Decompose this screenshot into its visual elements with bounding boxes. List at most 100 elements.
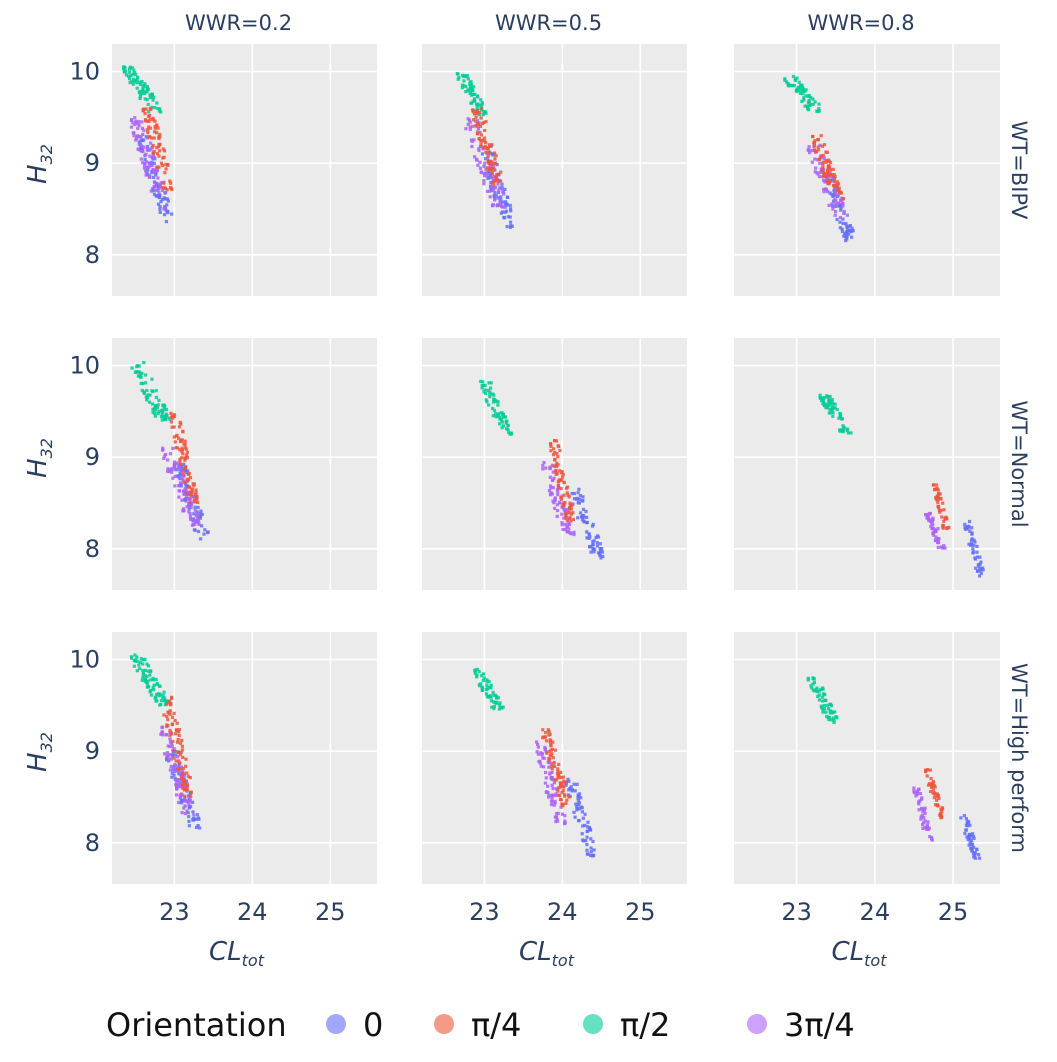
y-tick-label: 9 xyxy=(85,443,100,471)
data-point-o0 xyxy=(977,853,981,857)
data-point-o2 xyxy=(808,102,812,106)
data-point-o1 xyxy=(162,149,167,153)
data-point-o1 xyxy=(819,154,823,158)
data-point-o2 xyxy=(487,388,491,392)
data-point-o3 xyxy=(168,744,172,749)
data-point-o0 xyxy=(579,796,583,800)
data-point-o2 xyxy=(155,101,159,105)
data-point-o0 xyxy=(971,835,976,839)
data-point-o1 xyxy=(176,738,180,742)
data-point-o3 xyxy=(555,817,559,821)
data-point-o1 xyxy=(151,152,155,156)
data-point-o0 xyxy=(966,824,970,828)
data-point-o1 xyxy=(165,702,169,706)
data-point-o3 xyxy=(565,524,569,528)
data-point-o3 xyxy=(828,170,832,174)
data-point-o0 xyxy=(573,815,577,819)
data-point-o0 xyxy=(503,202,507,207)
data-point-o3 xyxy=(915,792,919,796)
data-point-o3 xyxy=(177,475,181,479)
data-point-o0 xyxy=(179,469,183,473)
data-point-o1 xyxy=(828,168,832,172)
data-point-o2 xyxy=(138,667,142,671)
data-point-o2 xyxy=(128,67,132,71)
data-point-o2 xyxy=(831,402,835,406)
data-point-o1 xyxy=(939,497,943,501)
data-point-o3 xyxy=(541,467,545,471)
data-point-o2 xyxy=(819,687,823,691)
points-r0-c1 xyxy=(455,72,514,229)
data-point-o3 xyxy=(831,207,835,211)
data-point-o1 xyxy=(181,786,185,790)
data-point-o2 xyxy=(133,71,137,75)
data-point-o2 xyxy=(146,682,150,687)
data-point-o1 xyxy=(938,510,942,514)
data-point-o0 xyxy=(174,753,178,757)
data-point-o2 xyxy=(135,669,139,673)
data-point-o1 xyxy=(549,764,554,768)
data-point-o3 xyxy=(551,499,555,503)
data-point-o1 xyxy=(176,740,180,744)
data-point-o3 xyxy=(475,158,479,162)
data-point-o2 xyxy=(489,699,493,703)
data-point-o2 xyxy=(799,83,803,87)
data-point-o2 xyxy=(469,85,473,89)
data-point-o2 xyxy=(161,694,165,698)
data-point-o1 xyxy=(177,767,181,771)
data-point-o3 xyxy=(477,147,481,151)
data-point-o1 xyxy=(557,486,561,490)
data-point-o1 xyxy=(932,780,936,784)
data-point-o1 xyxy=(146,131,150,135)
data-point-o0 xyxy=(582,519,586,523)
data-point-o2 xyxy=(807,100,811,104)
y-tick-label: 9 xyxy=(85,149,100,177)
data-point-o0 xyxy=(591,839,595,844)
data-point-o1 xyxy=(940,810,944,814)
data-point-o1 xyxy=(194,492,198,496)
x-tick-label: 24 xyxy=(860,898,891,926)
data-point-o3 xyxy=(928,835,932,839)
data-point-o2 xyxy=(131,72,135,76)
data-point-o1 xyxy=(931,483,936,487)
data-point-o1 xyxy=(149,107,153,111)
data-point-o2 xyxy=(163,414,167,418)
data-point-o1 xyxy=(556,767,560,771)
data-point-o3 xyxy=(830,202,834,206)
data-point-o3 xyxy=(139,135,143,139)
data-point-o0 xyxy=(145,165,149,170)
data-point-o1 xyxy=(835,183,839,187)
data-point-o3 xyxy=(185,809,189,813)
data-point-o2 xyxy=(152,95,156,99)
data-point-o0 xyxy=(162,196,166,200)
data-point-o3 xyxy=(184,489,188,493)
data-point-o2 xyxy=(505,427,509,431)
data-point-o3 xyxy=(542,756,546,760)
data-point-o2 xyxy=(833,402,837,406)
data-point-o0 xyxy=(973,540,977,544)
data-point-o3 xyxy=(173,484,177,488)
data-point-o3 xyxy=(932,533,936,537)
data-point-o0 xyxy=(198,511,203,515)
data-point-o2 xyxy=(147,685,151,689)
data-point-o3 xyxy=(141,132,145,136)
data-point-o1 xyxy=(812,143,816,147)
data-point-o1 xyxy=(187,471,191,475)
data-point-o0 xyxy=(971,547,975,551)
data-point-o3 xyxy=(168,452,173,456)
data-point-o1 xyxy=(182,777,186,782)
points-r2-c2 xyxy=(806,676,982,860)
data-point-o1 xyxy=(827,180,831,184)
data-point-o2 xyxy=(826,715,830,719)
x-tick-label: 24 xyxy=(237,898,268,926)
data-point-o2 xyxy=(793,78,798,83)
data-point-o1 xyxy=(151,118,155,122)
data-point-o2 xyxy=(489,381,493,385)
data-point-o3 xyxy=(163,454,167,458)
data-point-o3 xyxy=(544,770,548,775)
data-point-o3 xyxy=(150,163,154,167)
data-point-o0 xyxy=(137,140,141,144)
data-point-o1 xyxy=(190,491,194,495)
data-point-o1 xyxy=(936,500,940,504)
data-point-o2 xyxy=(462,84,466,88)
data-point-o2 xyxy=(139,375,143,379)
